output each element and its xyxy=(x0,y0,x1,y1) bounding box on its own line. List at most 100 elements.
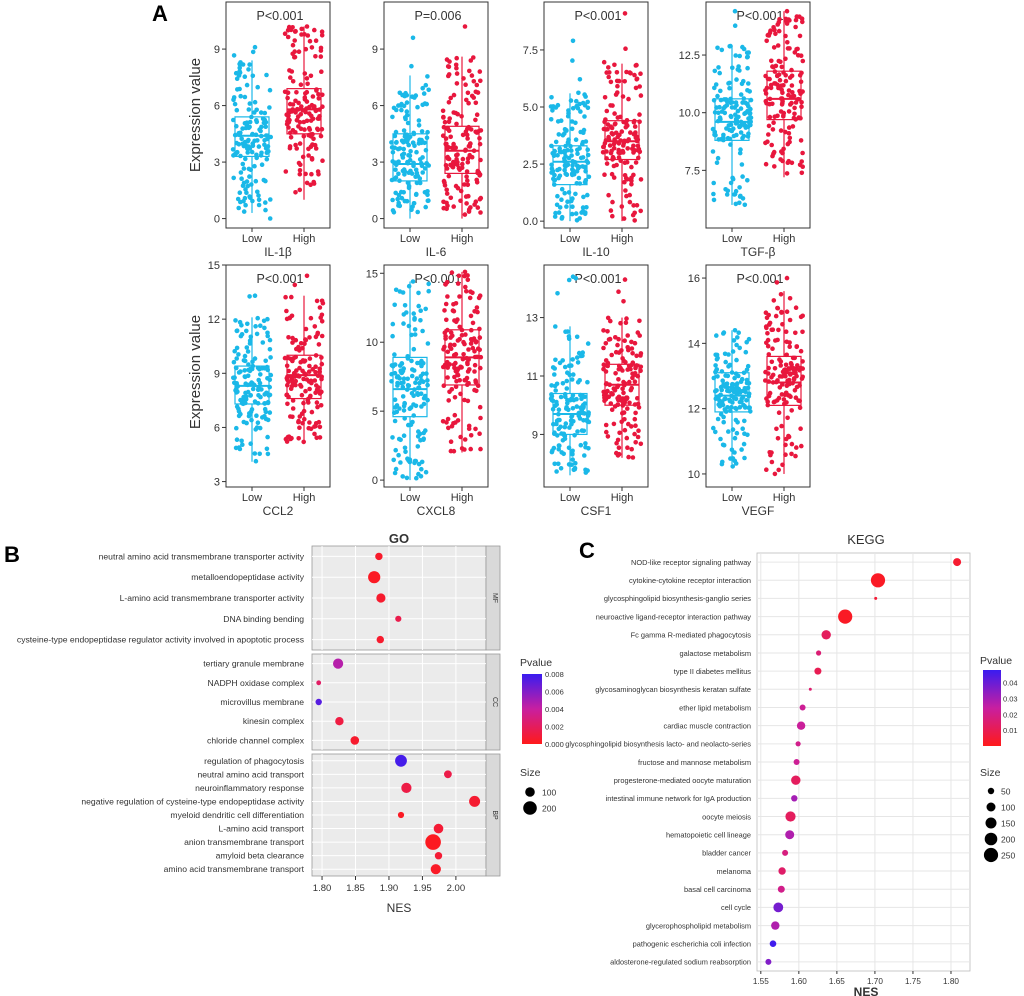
data-point xyxy=(255,420,261,426)
data-point xyxy=(558,118,564,123)
data-point xyxy=(245,146,250,151)
data-point xyxy=(298,112,304,117)
data-point xyxy=(474,354,480,360)
data-point xyxy=(615,83,620,89)
data-point xyxy=(290,406,296,411)
go-dot xyxy=(433,823,444,834)
data-point xyxy=(316,172,321,177)
data-point xyxy=(606,137,612,142)
data-point xyxy=(416,290,421,296)
data-point xyxy=(267,410,273,415)
data-point xyxy=(265,376,270,381)
data-point xyxy=(425,74,430,79)
data-point xyxy=(297,171,303,177)
data-point xyxy=(798,53,804,58)
go-dot xyxy=(430,864,441,875)
data-point xyxy=(237,190,243,195)
data-point xyxy=(562,190,567,196)
data-point xyxy=(621,410,627,415)
data-point xyxy=(253,132,259,138)
data-point xyxy=(585,379,590,385)
data-point xyxy=(318,133,324,139)
data-point xyxy=(624,395,630,401)
data-point xyxy=(465,182,471,188)
data-point xyxy=(247,62,252,67)
x-tick-label: 1.55 xyxy=(753,977,769,986)
data-point xyxy=(425,382,430,388)
data-point xyxy=(319,333,325,339)
data-point xyxy=(789,408,794,413)
go-dot xyxy=(395,754,407,767)
data-point xyxy=(285,95,290,101)
data-point xyxy=(621,119,626,125)
legend-size-label: 200 xyxy=(542,804,556,814)
data-point xyxy=(422,140,427,146)
legend-pvalue-title: Pvalue xyxy=(980,655,1012,667)
data-point xyxy=(612,111,617,116)
data-point xyxy=(411,413,417,418)
data-point xyxy=(720,442,726,448)
data-point xyxy=(447,116,453,121)
data-point xyxy=(553,139,559,145)
data-point xyxy=(303,388,308,394)
data-point xyxy=(798,348,804,354)
data-point xyxy=(763,369,768,375)
data-point xyxy=(314,400,320,405)
data-point xyxy=(773,63,779,69)
data-point xyxy=(415,209,421,215)
data-point xyxy=(284,392,289,398)
data-point xyxy=(457,167,463,172)
data-point xyxy=(630,212,636,218)
data-point xyxy=(782,372,787,378)
data-point xyxy=(725,405,730,410)
data-point xyxy=(390,197,395,203)
data-point xyxy=(789,441,795,447)
data-point xyxy=(573,460,578,466)
data-point xyxy=(744,377,750,383)
data-point xyxy=(392,352,397,357)
data-point xyxy=(440,108,446,114)
data-point xyxy=(319,298,325,304)
data-point xyxy=(784,400,789,405)
x-axis-title: NES xyxy=(387,901,412,915)
data-point xyxy=(782,367,787,373)
kegg-dot xyxy=(953,558,962,567)
data-point xyxy=(454,71,460,76)
data-point xyxy=(718,88,723,94)
data-point xyxy=(636,428,641,434)
data-point xyxy=(569,377,575,382)
data-point xyxy=(424,135,430,141)
data-point-max xyxy=(462,24,468,29)
data-point xyxy=(740,196,746,201)
data-point xyxy=(312,142,318,148)
data-point xyxy=(564,378,570,384)
data-point xyxy=(258,372,263,377)
data-point xyxy=(418,308,424,314)
data-point xyxy=(451,161,457,167)
data-point xyxy=(456,273,462,279)
data-point xyxy=(608,103,613,108)
data-point xyxy=(319,319,325,324)
data-point xyxy=(772,27,777,33)
data-point xyxy=(714,333,719,338)
data-point xyxy=(459,114,464,119)
data-point xyxy=(293,142,298,148)
data-point xyxy=(601,362,607,368)
data-point xyxy=(619,129,625,134)
data-point xyxy=(612,62,617,68)
data-point xyxy=(783,390,789,396)
data-point xyxy=(775,305,781,311)
data-point xyxy=(772,471,778,477)
y-tick-label: 0.0 xyxy=(523,216,538,228)
data-point xyxy=(318,403,324,408)
data-point xyxy=(423,204,429,210)
data-point xyxy=(638,441,644,447)
data-point xyxy=(232,101,238,107)
data-point xyxy=(232,151,238,157)
data-point xyxy=(633,423,638,429)
data-point xyxy=(401,128,407,133)
data-point xyxy=(454,65,459,71)
kegg-dot xyxy=(816,650,822,656)
term-label: myeloid dendritic cell differentiation xyxy=(170,810,304,820)
data-point xyxy=(631,203,636,208)
